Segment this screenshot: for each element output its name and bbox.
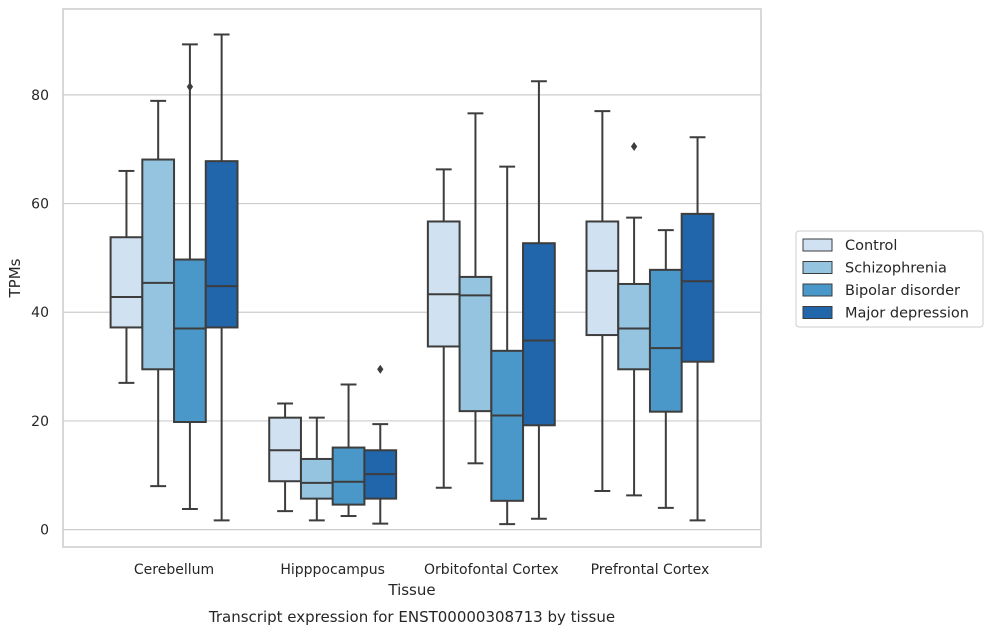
x-tick-label: Orbitofontal Cortex bbox=[424, 562, 559, 578]
outlier-point bbox=[186, 82, 194, 92]
box-group bbox=[141, 99, 176, 488]
box bbox=[331, 446, 366, 506]
legend-swatch bbox=[802, 306, 833, 319]
legend-swatch bbox=[802, 283, 833, 297]
legend-frame bbox=[795, 230, 984, 328]
box bbox=[680, 212, 715, 363]
box bbox=[648, 268, 683, 413]
legend-swatch bbox=[802, 238, 833, 252]
y-tick-labels: 0 20 40 60 80 bbox=[31, 88, 49, 539]
outlier-point bbox=[377, 364, 384, 374]
legend-label: Major depression bbox=[845, 306, 969, 322]
box bbox=[522, 242, 556, 427]
legend-label: Bipolar disorder bbox=[845, 283, 960, 299]
y-axis-label: TPMs bbox=[6, 258, 24, 298]
box bbox=[617, 282, 651, 371]
box-group bbox=[522, 80, 556, 520]
box bbox=[299, 457, 334, 500]
box-group bbox=[363, 364, 398, 525]
box-group bbox=[173, 43, 207, 510]
x-tick-label: Hipppocampus bbox=[280, 562, 385, 578]
box-group bbox=[585, 110, 620, 493]
box-group bbox=[109, 169, 144, 384]
y-tick-label: 40 bbox=[31, 305, 49, 321]
box bbox=[458, 275, 493, 413]
box bbox=[109, 236, 144, 329]
box bbox=[141, 158, 176, 371]
y-tick-label: 60 bbox=[31, 197, 49, 213]
x-axis-label: Tissue bbox=[387, 581, 435, 599]
box-group bbox=[490, 165, 525, 526]
y-tick-label: 80 bbox=[31, 88, 49, 104]
plot-frame bbox=[62, 8, 762, 548]
y-tick-label: 0 bbox=[40, 523, 49, 539]
box-group bbox=[426, 168, 461, 489]
y-tick-label: 20 bbox=[31, 414, 49, 430]
box-group bbox=[204, 33, 239, 522]
box-group bbox=[458, 112, 493, 465]
x-tick-labels: Cerebellum Hipppocampus Orbitofontal Corte… bbox=[134, 562, 709, 578]
box bbox=[585, 220, 620, 337]
legend-label: Control bbox=[845, 238, 897, 254]
x-tick-label: Prefrontal Cortex bbox=[591, 562, 710, 578]
legend-swatch bbox=[802, 261, 833, 274]
legend-label: Schizophrenia bbox=[845, 261, 947, 277]
box-group bbox=[268, 402, 302, 513]
x-tick-label: Cerebellum bbox=[134, 562, 214, 578]
box-group bbox=[299, 416, 334, 522]
box bbox=[426, 220, 461, 348]
box-series bbox=[109, 33, 715, 526]
box-group bbox=[648, 229, 683, 509]
box-group bbox=[680, 136, 715, 522]
outlier-point bbox=[630, 141, 638, 151]
box bbox=[204, 160, 239, 329]
box bbox=[173, 258, 207, 424]
chart-caption: Transcript expression for ENST0000030871… bbox=[208, 608, 615, 626]
box-group bbox=[617, 141, 651, 497]
legend: Control Schizophrenia Bipolar disorder Majo… bbox=[795, 230, 984, 328]
box bbox=[490, 349, 525, 502]
box-group bbox=[331, 383, 366, 518]
